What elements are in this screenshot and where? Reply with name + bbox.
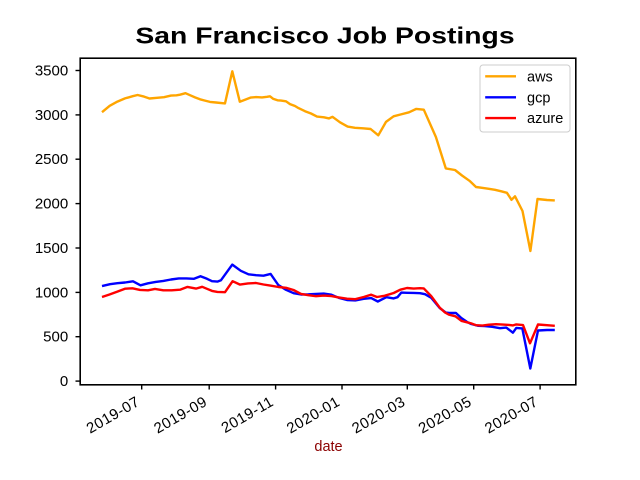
svg-text:2000: 2000: [35, 196, 68, 213]
svg-text:2020-03: 2020-03: [349, 393, 408, 437]
svg-text:2019-09: 2019-09: [151, 393, 210, 437]
svg-text:2020-01: 2020-01: [284, 393, 343, 437]
svg-text:aws: aws: [527, 69, 553, 85]
svg-text:3500: 3500: [35, 63, 68, 80]
svg-text:2020-05: 2020-05: [416, 393, 475, 437]
svg-text:0: 0: [60, 373, 68, 390]
svg-text:San Francisco Job Postings: San Francisco Job Postings: [135, 22, 514, 49]
svg-text:azure: azure: [527, 111, 563, 127]
svg-text:date: date: [314, 439, 342, 455]
svg-text:2019-07: 2019-07: [84, 393, 143, 437]
svg-text:3000: 3000: [35, 107, 68, 124]
svg-text:1500: 1500: [35, 240, 68, 257]
svg-text:2019-11: 2019-11: [218, 393, 276, 436]
svg-text:2020-07: 2020-07: [482, 393, 541, 437]
svg-text:2500: 2500: [35, 151, 68, 168]
svg-text:1000: 1000: [35, 284, 68, 301]
svg-text:gcp: gcp: [527, 90, 550, 106]
svg-text:500: 500: [43, 329, 68, 346]
